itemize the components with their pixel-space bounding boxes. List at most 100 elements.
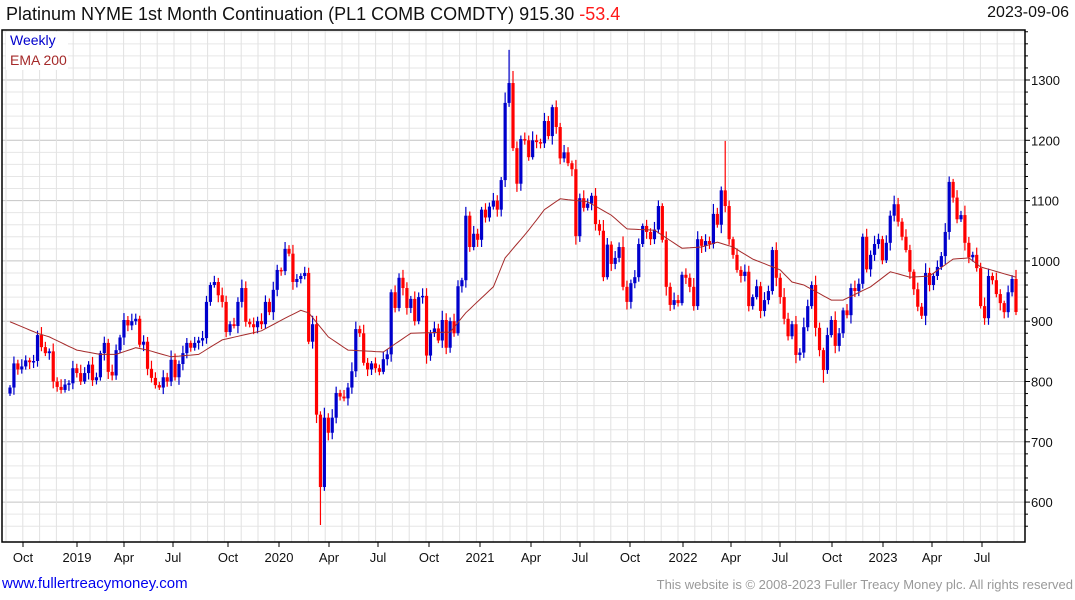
candle-body bbox=[181, 353, 185, 365]
candle-body bbox=[707, 241, 712, 245]
candle-body bbox=[986, 275, 991, 319]
candle bbox=[912, 269, 916, 295]
candle bbox=[924, 263, 928, 326]
candle-body bbox=[145, 341, 150, 369]
candle-body bbox=[766, 291, 771, 301]
candle-body bbox=[586, 203, 590, 208]
candle bbox=[271, 281, 275, 320]
x-tick-label: Oct bbox=[218, 550, 239, 565]
candle-body bbox=[263, 301, 268, 325]
candle-body bbox=[810, 285, 814, 307]
candle bbox=[986, 268, 991, 325]
candle-body bbox=[534, 140, 539, 143]
chart-date: 2023-09-06 bbox=[987, 4, 1069, 21]
x-axis: Oct 2019 Apr Jul Oct 2020 Apr Jul Oct 2021 Apr Jul O… bbox=[13, 542, 990, 565]
candle-body bbox=[531, 140, 535, 158]
candle-body bbox=[114, 350, 118, 376]
candle bbox=[963, 205, 967, 251]
y-tick-label: 1200 bbox=[1031, 133, 1060, 148]
candle-body bbox=[358, 329, 362, 334]
candle-body bbox=[955, 197, 959, 220]
candle bbox=[920, 302, 924, 319]
candle bbox=[664, 231, 668, 296]
candle bbox=[350, 362, 354, 394]
candle bbox=[90, 356, 95, 386]
candle bbox=[782, 288, 786, 325]
candle bbox=[232, 317, 236, 329]
candle bbox=[652, 221, 657, 245]
x-tick-label: Oct bbox=[822, 550, 843, 565]
candle-body bbox=[385, 354, 389, 360]
candle-body bbox=[817, 327, 822, 351]
candle-body bbox=[558, 127, 562, 159]
candle bbox=[955, 190, 959, 224]
candle-body bbox=[149, 368, 154, 378]
y-tick-label: 1300 bbox=[1031, 73, 1060, 88]
candle-body bbox=[554, 107, 558, 128]
candle bbox=[444, 313, 448, 355]
candle bbox=[931, 273, 936, 291]
candle bbox=[252, 317, 256, 335]
candle-body bbox=[998, 294, 1002, 304]
candle-body bbox=[829, 319, 833, 336]
candle bbox=[703, 234, 708, 252]
candle bbox=[59, 379, 63, 394]
website-link[interactable]: www.fullertreacymoney.com bbox=[2, 575, 188, 592]
candle-body bbox=[295, 278, 299, 283]
x-tick-label: Jul bbox=[165, 550, 182, 565]
candle bbox=[908, 244, 912, 279]
x-tick-label: Apr bbox=[922, 550, 943, 565]
candle bbox=[83, 367, 87, 384]
candle-body bbox=[982, 306, 987, 319]
candle-body bbox=[849, 288, 853, 316]
candle-body bbox=[656, 206, 660, 230]
candle bbox=[927, 267, 932, 292]
candle bbox=[857, 278, 861, 297]
candle-body bbox=[118, 337, 122, 351]
candle bbox=[417, 292, 421, 325]
candle bbox=[28, 357, 32, 370]
candle-body bbox=[134, 318, 138, 322]
candle-body bbox=[762, 300, 767, 311]
candle bbox=[381, 351, 385, 375]
candle bbox=[197, 336, 201, 350]
x-tick-label: 2020 bbox=[265, 550, 294, 565]
candle-body bbox=[369, 363, 374, 370]
candle bbox=[354, 321, 358, 378]
candle bbox=[593, 187, 598, 231]
candle-body bbox=[790, 324, 794, 337]
candle-body bbox=[578, 198, 582, 237]
candle bbox=[259, 313, 264, 330]
candle-body bbox=[220, 295, 224, 302]
candle-body bbox=[169, 359, 173, 382]
candle-body bbox=[303, 272, 307, 276]
candle bbox=[531, 131, 535, 160]
candle bbox=[236, 297, 240, 334]
candle bbox=[617, 242, 621, 263]
candle-body bbox=[700, 239, 704, 246]
candle-body bbox=[1014, 278, 1018, 312]
candle bbox=[802, 317, 806, 358]
candle-body bbox=[24, 360, 28, 367]
candle-body bbox=[503, 102, 507, 181]
candle bbox=[330, 409, 334, 440]
candle-body bbox=[405, 288, 409, 308]
candle bbox=[495, 195, 499, 217]
candle bbox=[255, 316, 260, 334]
candle bbox=[110, 364, 114, 381]
candle-body bbox=[436, 328, 440, 341]
candle bbox=[967, 236, 971, 264]
candle bbox=[358, 325, 362, 337]
candle bbox=[472, 225, 476, 251]
candle-body bbox=[330, 417, 334, 433]
candle bbox=[12, 356, 16, 395]
candle-body bbox=[259, 321, 264, 325]
candle bbox=[267, 298, 271, 316]
candle bbox=[959, 210, 963, 222]
candle bbox=[86, 361, 91, 380]
candle-body bbox=[346, 387, 350, 399]
candle bbox=[314, 315, 319, 424]
y-axis: 600 700 800 900 1000 1100 1200 1300 bbox=[1025, 31, 1060, 527]
candle bbox=[1002, 300, 1006, 319]
